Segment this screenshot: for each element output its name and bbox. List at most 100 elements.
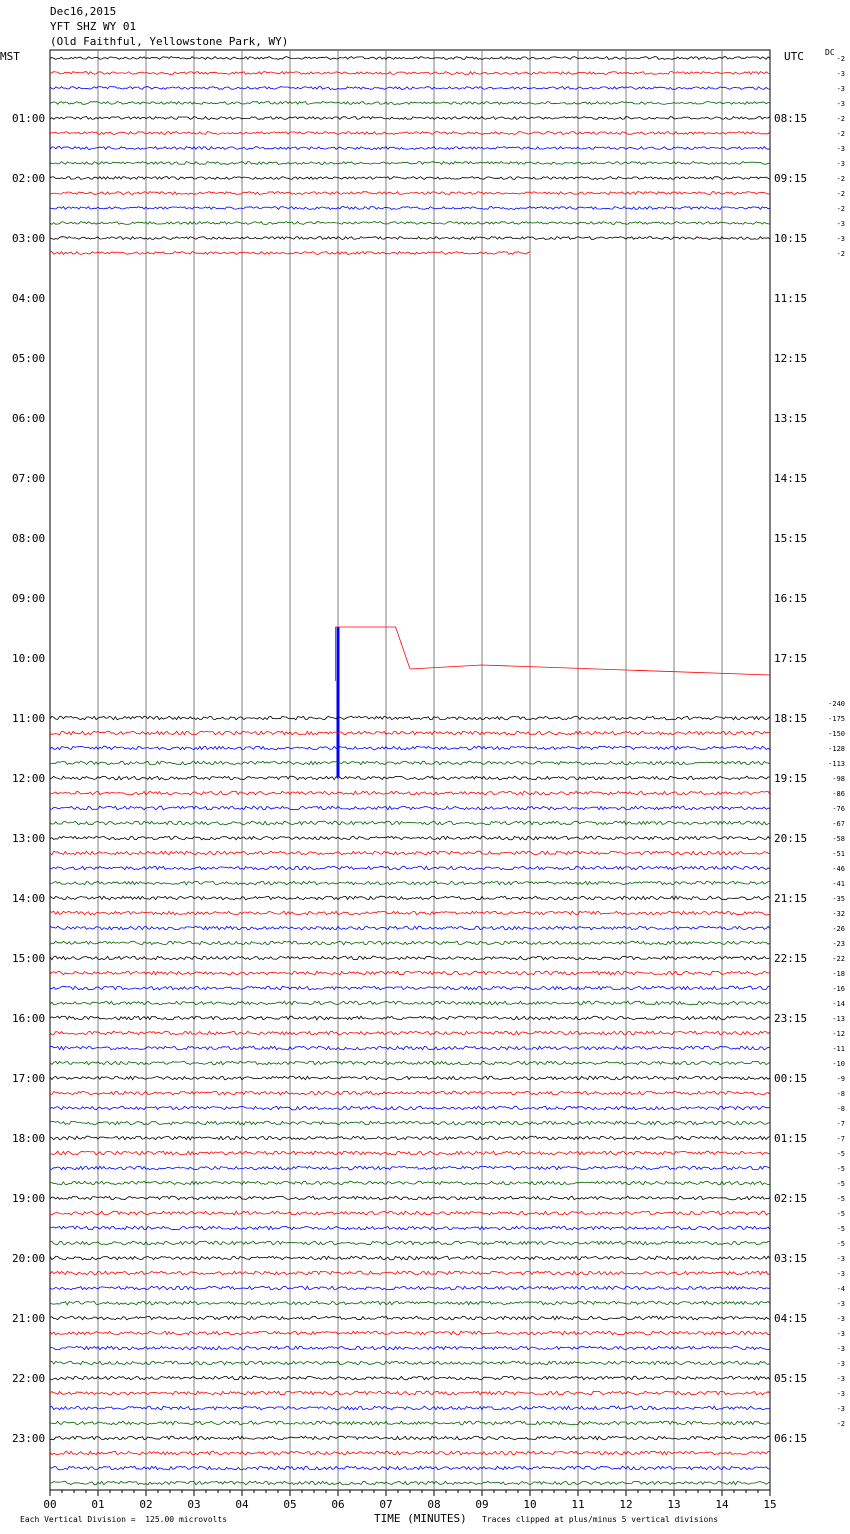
right-hour-label: 06:15 <box>774 1432 807 1445</box>
right-hour-label: 02:15 <box>774 1192 807 1205</box>
left-hour-label: 19:00 <box>12 1192 45 1205</box>
trace-line <box>49 1420 771 1426</box>
dc-offset-label: -2 <box>837 115 845 123</box>
dc-offset-label: -3 <box>837 145 845 153</box>
dc-offset-label: -3 <box>837 1270 845 1278</box>
trace-line <box>49 1450 771 1456</box>
dc-offset-label: -58 <box>832 835 845 843</box>
dc-offset-label: -7 <box>837 1120 845 1128</box>
right-hour-label: 08:15 <box>774 112 807 125</box>
dc-offset-label: -3 <box>837 1255 845 1263</box>
left-hour-label: 13:00 <box>12 832 45 845</box>
trace-line <box>49 775 771 781</box>
right-hour-label: 03:15 <box>774 1252 807 1265</box>
dc-offset-label: -2 <box>837 1420 845 1428</box>
right-hour-label: 22:15 <box>774 952 807 965</box>
x-tick-label: 09 <box>475 1498 488 1511</box>
dc-offset-label: -32 <box>832 910 845 918</box>
trace-line <box>50 1240 771 1246</box>
left-hour-label: 07:00 <box>12 472 45 485</box>
left-hour-label: 16:00 <box>12 1012 45 1025</box>
dc-offset-label: -3 <box>837 160 845 168</box>
dc-offset-label: -2 <box>837 175 845 183</box>
left-hour-label: 15:00 <box>12 952 45 965</box>
dc-offset-label: -10 <box>832 1060 845 1068</box>
dc-offset-label: -128 <box>828 745 845 753</box>
dc-offset-label: -2 <box>837 190 845 198</box>
trace-line <box>49 745 771 751</box>
trace-line <box>49 1285 770 1291</box>
header-location: (Old Faithful, Yellowstone Park, WY) <box>50 35 289 48</box>
dc-offset-label: -8 <box>837 1090 845 1098</box>
trace-line <box>49 730 771 736</box>
trace-line <box>50 805 771 811</box>
right-hour-label: 23:15 <box>774 1012 807 1025</box>
dc-offset-label: -11 <box>832 1045 845 1053</box>
dc-offset-label: -5 <box>837 1240 845 1248</box>
right-hour-label: 15:15 <box>774 532 807 545</box>
dc-offset-label: -23 <box>832 940 845 948</box>
dc-offset-label: -18 <box>832 970 845 978</box>
dc-offset-label: -51 <box>832 850 845 858</box>
dc-offset-label: -5 <box>837 1180 845 1188</box>
right-timezone-label: UTC <box>784 50 804 63</box>
right-hour-label: 12:15 <box>774 352 807 365</box>
right-hour-label: 09:15 <box>774 172 807 185</box>
left-hour-label: 01:00 <box>12 112 45 125</box>
dc-offset-label: -5 <box>837 1165 845 1173</box>
right-hour-label: 16:15 <box>774 592 807 605</box>
right-hour-label: 10:15 <box>774 232 807 245</box>
trace-line <box>49 970 771 976</box>
right-hour-label: 13:15 <box>774 412 807 425</box>
dc-offset-label: -5 <box>837 1150 845 1158</box>
trace-line <box>335 626 771 681</box>
left-hour-label: 12:00 <box>12 772 45 785</box>
right-hour-label: 11:15 <box>774 292 807 305</box>
dc-offset-label: -3 <box>837 1300 845 1308</box>
right-hour-label: 04:15 <box>774 1312 807 1325</box>
dc-offset-label: -7 <box>837 1135 845 1143</box>
trace-line <box>49 850 771 856</box>
left-hour-label: 04:00 <box>12 292 45 305</box>
trace-line <box>49 1120 771 1126</box>
x-tick-label: 02 <box>139 1498 152 1511</box>
trace-line <box>49 895 771 901</box>
left-hour-label: 18:00 <box>12 1132 45 1145</box>
trace-line <box>49 1030 771 1036</box>
x-tick-label: 10 <box>523 1498 536 1511</box>
dc-label: DC <box>825 48 835 57</box>
left-timezone-label: MST <box>0 50 20 63</box>
right-hour-label: 05:15 <box>774 1372 807 1385</box>
trace-line <box>49 940 771 946</box>
right-hour-label: 20:15 <box>774 832 807 845</box>
x-tick-label: 11 <box>571 1498 584 1511</box>
trace-line <box>49 1345 771 1351</box>
dc-offset-label: -22 <box>832 955 845 963</box>
dc-offset-label: -3 <box>837 1360 845 1368</box>
right-hour-label: 01:15 <box>774 1132 807 1145</box>
x-tick-label: 13 <box>667 1498 680 1511</box>
trace-line <box>49 175 771 180</box>
x-tick-label: 04 <box>235 1498 249 1511</box>
dc-offset-label: -14 <box>832 1000 845 1008</box>
dc-offset-label: -2 <box>837 205 845 213</box>
left-hour-label: 17:00 <box>12 1072 45 1085</box>
x-tick-label: 06 <box>331 1498 344 1511</box>
trace-line <box>50 1210 771 1216</box>
clip-note: Traces clipped at plus/minus 5 vertical … <box>482 1515 719 1524</box>
right-hour-label: 18:15 <box>774 712 807 725</box>
dc-offset-label: -3 <box>837 220 845 228</box>
left-hour-label: 11:00 <box>12 712 45 725</box>
trace-line <box>49 145 771 150</box>
trace-line <box>49 1435 770 1441</box>
dc-offset-label: -3 <box>837 1375 845 1383</box>
vertical-division-note: Each Vertical Division = 125.00 microvol… <box>20 1515 228 1524</box>
trace-line <box>49 1195 771 1201</box>
right-hour-label: 19:15 <box>774 772 807 785</box>
trace-line <box>49 1255 771 1261</box>
trace-line <box>49 161 771 165</box>
dc-offset-label: -16 <box>832 985 845 993</box>
trace-line <box>49 715 771 721</box>
dc-offset-label: -5 <box>837 1210 845 1218</box>
